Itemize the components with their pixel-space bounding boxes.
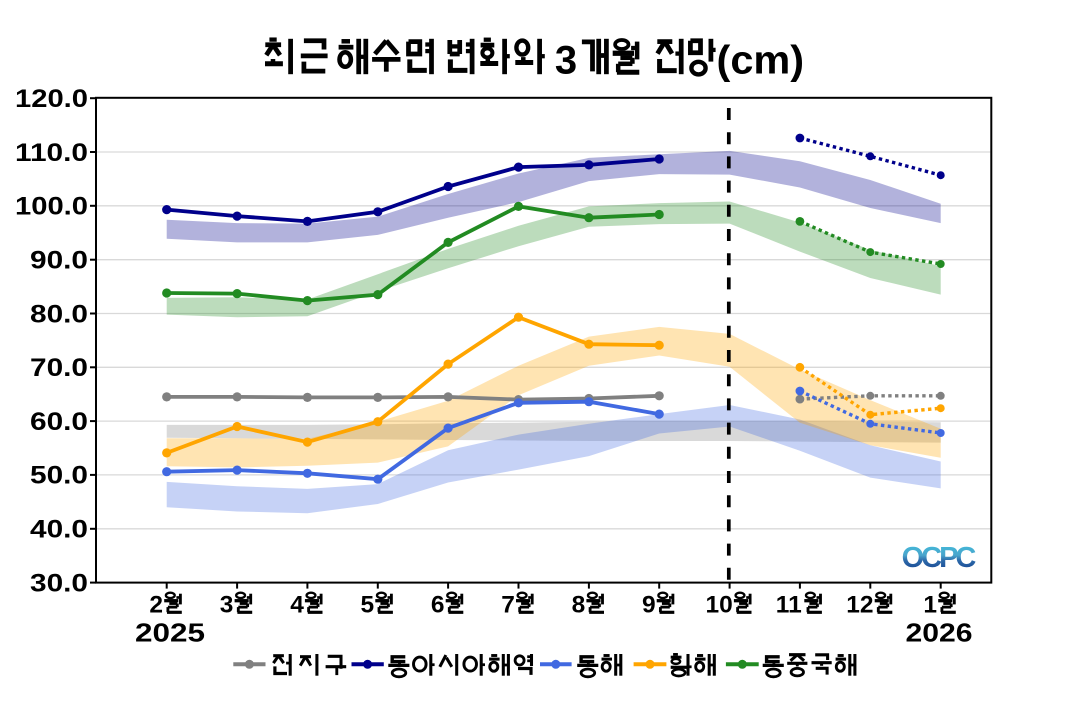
svg-text:30.0: 30.0 <box>30 569 88 597</box>
svg-text:90.0: 90.0 <box>30 247 88 275</box>
svg-text:6: 6 <box>431 591 445 618</box>
svg-text:(cm): (cm) <box>717 39 805 83</box>
svg-text:3: 3 <box>555 39 577 83</box>
svg-text:3: 3 <box>220 591 234 618</box>
svg-text:4: 4 <box>290 591 304 618</box>
svg-text:5: 5 <box>361 591 375 618</box>
svg-text:7: 7 <box>501 591 515 618</box>
svg-text:2026: 2026 <box>906 618 973 648</box>
svg-text:70.0: 70.0 <box>30 354 88 382</box>
svg-text:2025: 2025 <box>135 618 205 648</box>
svg-text:12: 12 <box>846 591 873 618</box>
svg-text:8: 8 <box>572 591 586 618</box>
svg-text:100.0: 100.0 <box>15 193 88 221</box>
svg-text:80.0: 80.0 <box>30 300 88 328</box>
svg-text:60.0: 60.0 <box>30 408 88 436</box>
svg-text:OCPC: OCPC <box>902 542 977 574</box>
svg-text:9: 9 <box>642 591 656 618</box>
svg-text:1: 1 <box>923 591 937 618</box>
svg-text:10: 10 <box>706 591 733 618</box>
svg-text:40.0: 40.0 <box>30 516 88 544</box>
svg-text:2: 2 <box>149 591 163 618</box>
svg-text:110.0: 110.0 <box>15 139 88 167</box>
svg-text:50.0: 50.0 <box>30 462 88 490</box>
svg-text:120.0: 120.0 <box>15 85 88 113</box>
svg-text:11: 11 <box>776 591 802 618</box>
